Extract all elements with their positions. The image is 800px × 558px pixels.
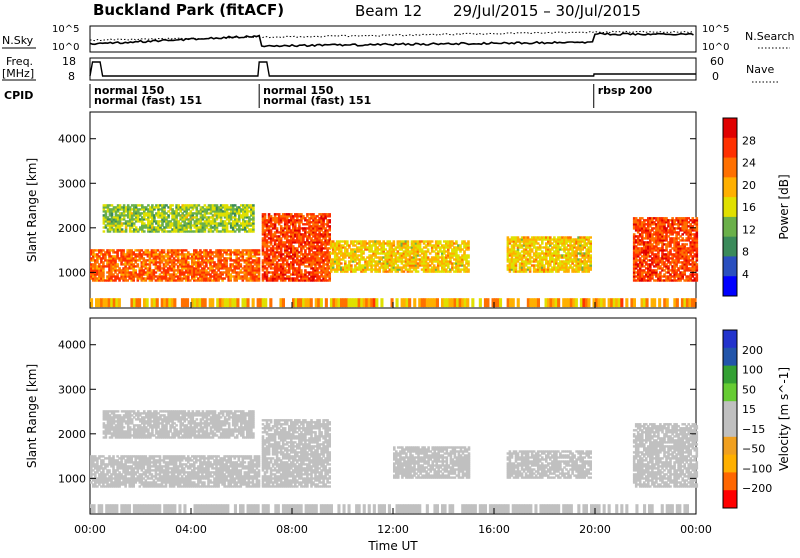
echo-cell (161, 222, 164, 224)
echo-cell (134, 269, 137, 271)
nave-tick-low: 0 (712, 70, 719, 83)
echo-cell (171, 204, 174, 206)
power-echo-cells (90, 204, 698, 307)
noise-left-tick-low: 10^0 (52, 42, 79, 53)
echo-cell (328, 225, 331, 227)
echo-cell (437, 266, 440, 268)
echo-cell (137, 263, 140, 265)
echo-cell (143, 230, 146, 232)
nave-tick-high: 60 (710, 55, 724, 68)
station-title: Buckland Park (fitACF) (93, 1, 284, 19)
cpid-segment-label: normal (fast) 151 (263, 94, 371, 107)
echo-cell (328, 219, 331, 221)
echo-cell (393, 240, 396, 242)
echo-cell (455, 240, 458, 242)
noise-panel: N.Sky 10^5 10^0 10^5 10^0 N.Search (2, 24, 795, 53)
echo-cell (276, 227, 279, 229)
beam-label: Beam 12 (355, 2, 422, 20)
echo-cell (122, 249, 125, 251)
echo-cell (116, 263, 119, 265)
echo-cell (280, 225, 283, 227)
echo-cell (439, 240, 442, 242)
noise-right-label: N.Search (745, 30, 795, 43)
echo-cell (155, 271, 158, 273)
echo-cell (467, 240, 470, 242)
echo-cell (431, 240, 434, 242)
echo-cell (258, 271, 261, 273)
echo-cell (187, 261, 190, 263)
echo-cell (467, 268, 470, 270)
echo-cell (346, 240, 349, 242)
noise-left-tick-high: 10^5 (52, 24, 79, 35)
echo-cell (407, 240, 410, 242)
echo-cell (328, 233, 331, 235)
echo-cell (103, 230, 106, 232)
echo-cell (589, 254, 592, 256)
echo-cell (340, 262, 343, 264)
echo-cell (427, 248, 430, 250)
echo-cell (344, 260, 347, 262)
echo-cell (252, 204, 255, 206)
echo-cell (589, 240, 592, 242)
echo-cell (515, 266, 518, 268)
echo-cell (350, 264, 353, 266)
echo-cell (397, 264, 400, 266)
echo-cell (163, 249, 166, 251)
noise-sky-line (90, 33, 694, 46)
echo-cell (252, 222, 255, 224)
freq-label-line2: [MHz] (2, 67, 34, 80)
echo-cell (589, 236, 592, 238)
nave-label: Nave (746, 63, 774, 76)
echo-cell (433, 264, 436, 266)
echo-cell (258, 249, 261, 251)
noise-right-tick-low: 10^0 (702, 42, 729, 53)
echo-cell (304, 269, 307, 271)
echo-cell (417, 270, 420, 272)
cpid-label: CPID (4, 89, 33, 102)
echo-cell (467, 254, 470, 256)
echo-cell (589, 266, 592, 268)
echo-cell (240, 263, 243, 265)
cpid-segment-label: rbsp 200 (598, 84, 653, 97)
echo-cell (264, 213, 267, 215)
echo-cell (417, 266, 420, 268)
echo-cell (102, 271, 105, 273)
date-range: 29/Jul/2015 – 30/Jul/2015 (453, 2, 641, 20)
freq-tick-low: 8 (68, 70, 75, 83)
freq-line (90, 62, 696, 76)
echo-cell (328, 213, 331, 215)
echo-cell (151, 222, 154, 224)
echo-cell (659, 271, 662, 273)
noise-left-label: N.Sky (2, 34, 34, 47)
echo-cell (467, 260, 470, 262)
freq-tick-high: 18 (62, 55, 76, 68)
echo-cell (133, 222, 136, 224)
noise-right-tick-high: 10^5 (702, 24, 729, 35)
echo-cell (300, 269, 303, 271)
echo-cell (328, 227, 331, 229)
echo-cell (529, 266, 532, 268)
cpid-segment-label: normal (fast) 151 (94, 94, 202, 107)
echo-cell (258, 257, 261, 259)
freq-panel: Freq. [MHz] 18 8 60 0 Nave (2, 55, 780, 83)
